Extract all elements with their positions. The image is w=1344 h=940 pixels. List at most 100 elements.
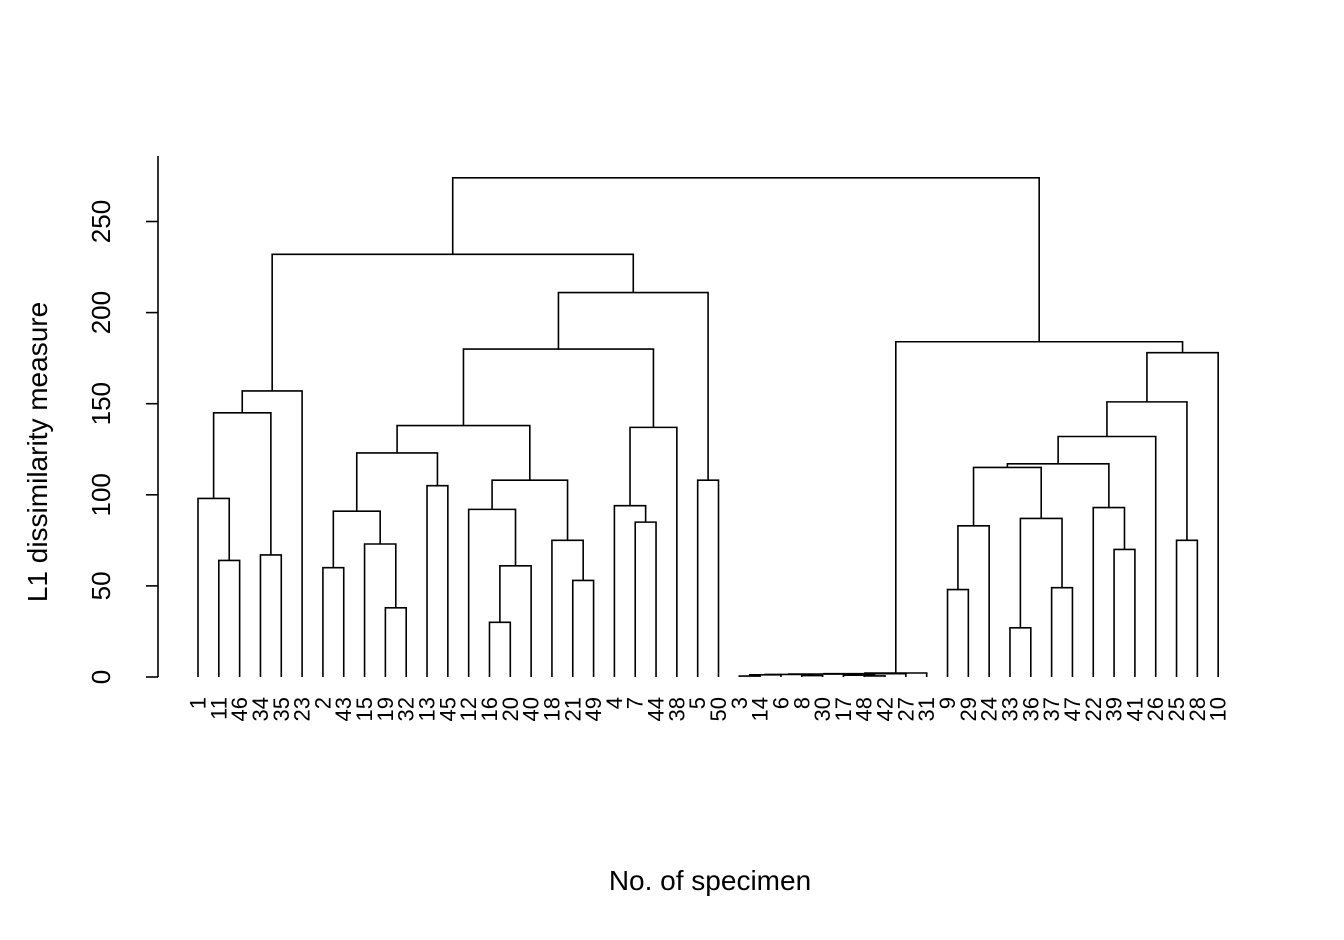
dendrogram-link (1106, 401, 1188, 541)
leaf-label: 44 (644, 697, 669, 721)
leaf-label: 32 (394, 697, 419, 721)
dendrogram-link (426, 484, 449, 677)
dendrogram-link (218, 559, 241, 677)
dendrogram-link (1006, 463, 1110, 508)
y-axis-title: L1 dissimilarity measure (22, 302, 53, 602)
dendrogram-link (946, 588, 970, 677)
leaf-label: 13 (415, 697, 440, 721)
leaf-label: 9 (935, 697, 960, 709)
leaf-label: 36 (1018, 697, 1043, 721)
dendrogram-link (571, 579, 595, 677)
dendrogram-link (1009, 627, 1032, 677)
leaf-label: 42 (873, 697, 898, 721)
leaf-label: 15 (352, 697, 377, 721)
leaf-label: 45 (435, 697, 460, 721)
leaf-label: 17 (831, 697, 856, 721)
y-tick-label: 250 (86, 200, 116, 243)
y-tick-label: 0 (86, 670, 116, 684)
leaf-label: 38 (664, 697, 689, 721)
dendrogram-link (696, 479, 720, 677)
leaf-label: 7 (623, 697, 648, 709)
y-axis-ticks: 0 50 100 150 200 250 (86, 200, 158, 684)
leaf-label: 31 (914, 697, 939, 721)
dendrogram-link (634, 521, 657, 677)
leaf-label: 40 (519, 697, 544, 721)
dendrogram-link (491, 479, 569, 541)
leaf-label: 50 (706, 697, 731, 721)
dendrogram-link (462, 348, 655, 428)
dendrogram-link (613, 504, 647, 677)
leaf-label: 24 (977, 697, 1002, 721)
dendrogram-link (212, 412, 272, 555)
dendrogram-link (499, 565, 532, 677)
leaf-label: 47 (1060, 697, 1085, 721)
dendrogram-link (1092, 506, 1126, 677)
leaf-label: 16 (477, 697, 502, 721)
dendrogram-link (972, 466, 1043, 526)
dendrogram-link (629, 426, 678, 677)
y-tick-label: 200 (86, 291, 116, 334)
leaf-label: 48 (852, 697, 877, 721)
dendrogram-link (551, 539, 584, 677)
leaf-label: 37 (1039, 697, 1064, 721)
dendrogram-link (800, 674, 824, 677)
y-tick-label: 50 (86, 571, 116, 600)
leaf-label: 33 (997, 697, 1022, 721)
dendrogram-link (241, 390, 303, 677)
leaf-labels: 1114634352324315193213451216204018214947… (186, 697, 1231, 721)
leaf-label: 28 (1185, 697, 1210, 721)
dendrogram-link (355, 452, 439, 512)
leaf-label: 41 (1122, 697, 1147, 721)
leaf-label: 14 (748, 697, 773, 721)
leaf-label: 29 (956, 697, 981, 721)
leaf-label: 3 (727, 697, 752, 709)
dendrogram-link (488, 621, 512, 677)
dendrogram-link (1050, 586, 1074, 677)
leaf-label: 6 (768, 697, 793, 709)
leaf-label: 39 (1102, 697, 1127, 721)
leaf-label: 4 (602, 697, 627, 709)
leaf-label: 1 (186, 697, 211, 709)
dendrogram-links (197, 176, 1219, 677)
leaf-label: 27 (893, 697, 918, 721)
leaf-label: 25 (1164, 697, 1189, 721)
dendrogram-link (957, 524, 990, 677)
leaf-label: 2 (310, 697, 335, 709)
dendrogram-link (557, 291, 709, 481)
leaf-label: 30 (810, 697, 835, 721)
dendrogram-link (864, 672, 928, 677)
leaf-label: 8 (789, 697, 814, 709)
dendrogram-link (863, 675, 886, 677)
leaf-label: 34 (248, 697, 273, 721)
leaf-label: 43 (331, 697, 356, 721)
dendrogram-link (894, 340, 1184, 673)
leaf-label: 35 (269, 697, 294, 721)
dendrogram-link (197, 497, 231, 677)
dendrogram-link (322, 566, 345, 677)
leaf-label: 46 (227, 697, 252, 721)
leaf-label: 19 (373, 697, 398, 721)
leaf-label: 22 (1081, 697, 1106, 721)
leaf-label: 20 (498, 697, 523, 721)
dendrogram-link (384, 606, 407, 677)
dendrogram-link (1019, 517, 1063, 628)
leaf-label: 21 (560, 697, 585, 721)
dendrogram-link (259, 554, 283, 677)
leaf-label: 26 (1143, 697, 1168, 721)
leaf-label: 23 (290, 697, 315, 721)
leaf-label: 12 (456, 697, 481, 721)
leaf-label: 18 (539, 697, 564, 721)
dendrogram-link (332, 510, 381, 568)
dendrogram-link (467, 508, 517, 677)
leaf-label: 10 (1206, 697, 1231, 721)
dendrogram-link (271, 253, 635, 391)
leaf-label: 49 (581, 697, 606, 721)
dendrogram-link (363, 543, 397, 677)
dendrogram-link (451, 176, 1040, 342)
y-tick-label: 150 (86, 382, 116, 425)
leaf-label: 11 (206, 697, 231, 720)
leaf-label: 5 (685, 697, 710, 709)
x-axis-title: No. of specimen (609, 865, 811, 896)
